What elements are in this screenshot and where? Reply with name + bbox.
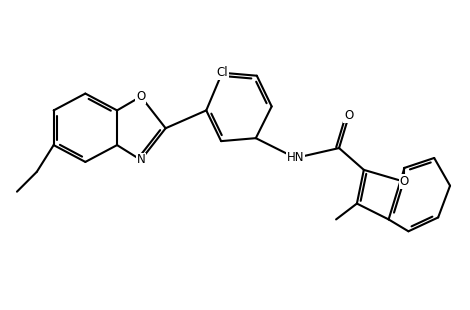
Text: O: O	[136, 90, 146, 103]
Text: O: O	[345, 109, 353, 122]
Text: O: O	[400, 175, 409, 188]
Text: N: N	[136, 153, 145, 166]
Text: Cl: Cl	[216, 66, 228, 79]
Text: HN: HN	[287, 152, 304, 165]
